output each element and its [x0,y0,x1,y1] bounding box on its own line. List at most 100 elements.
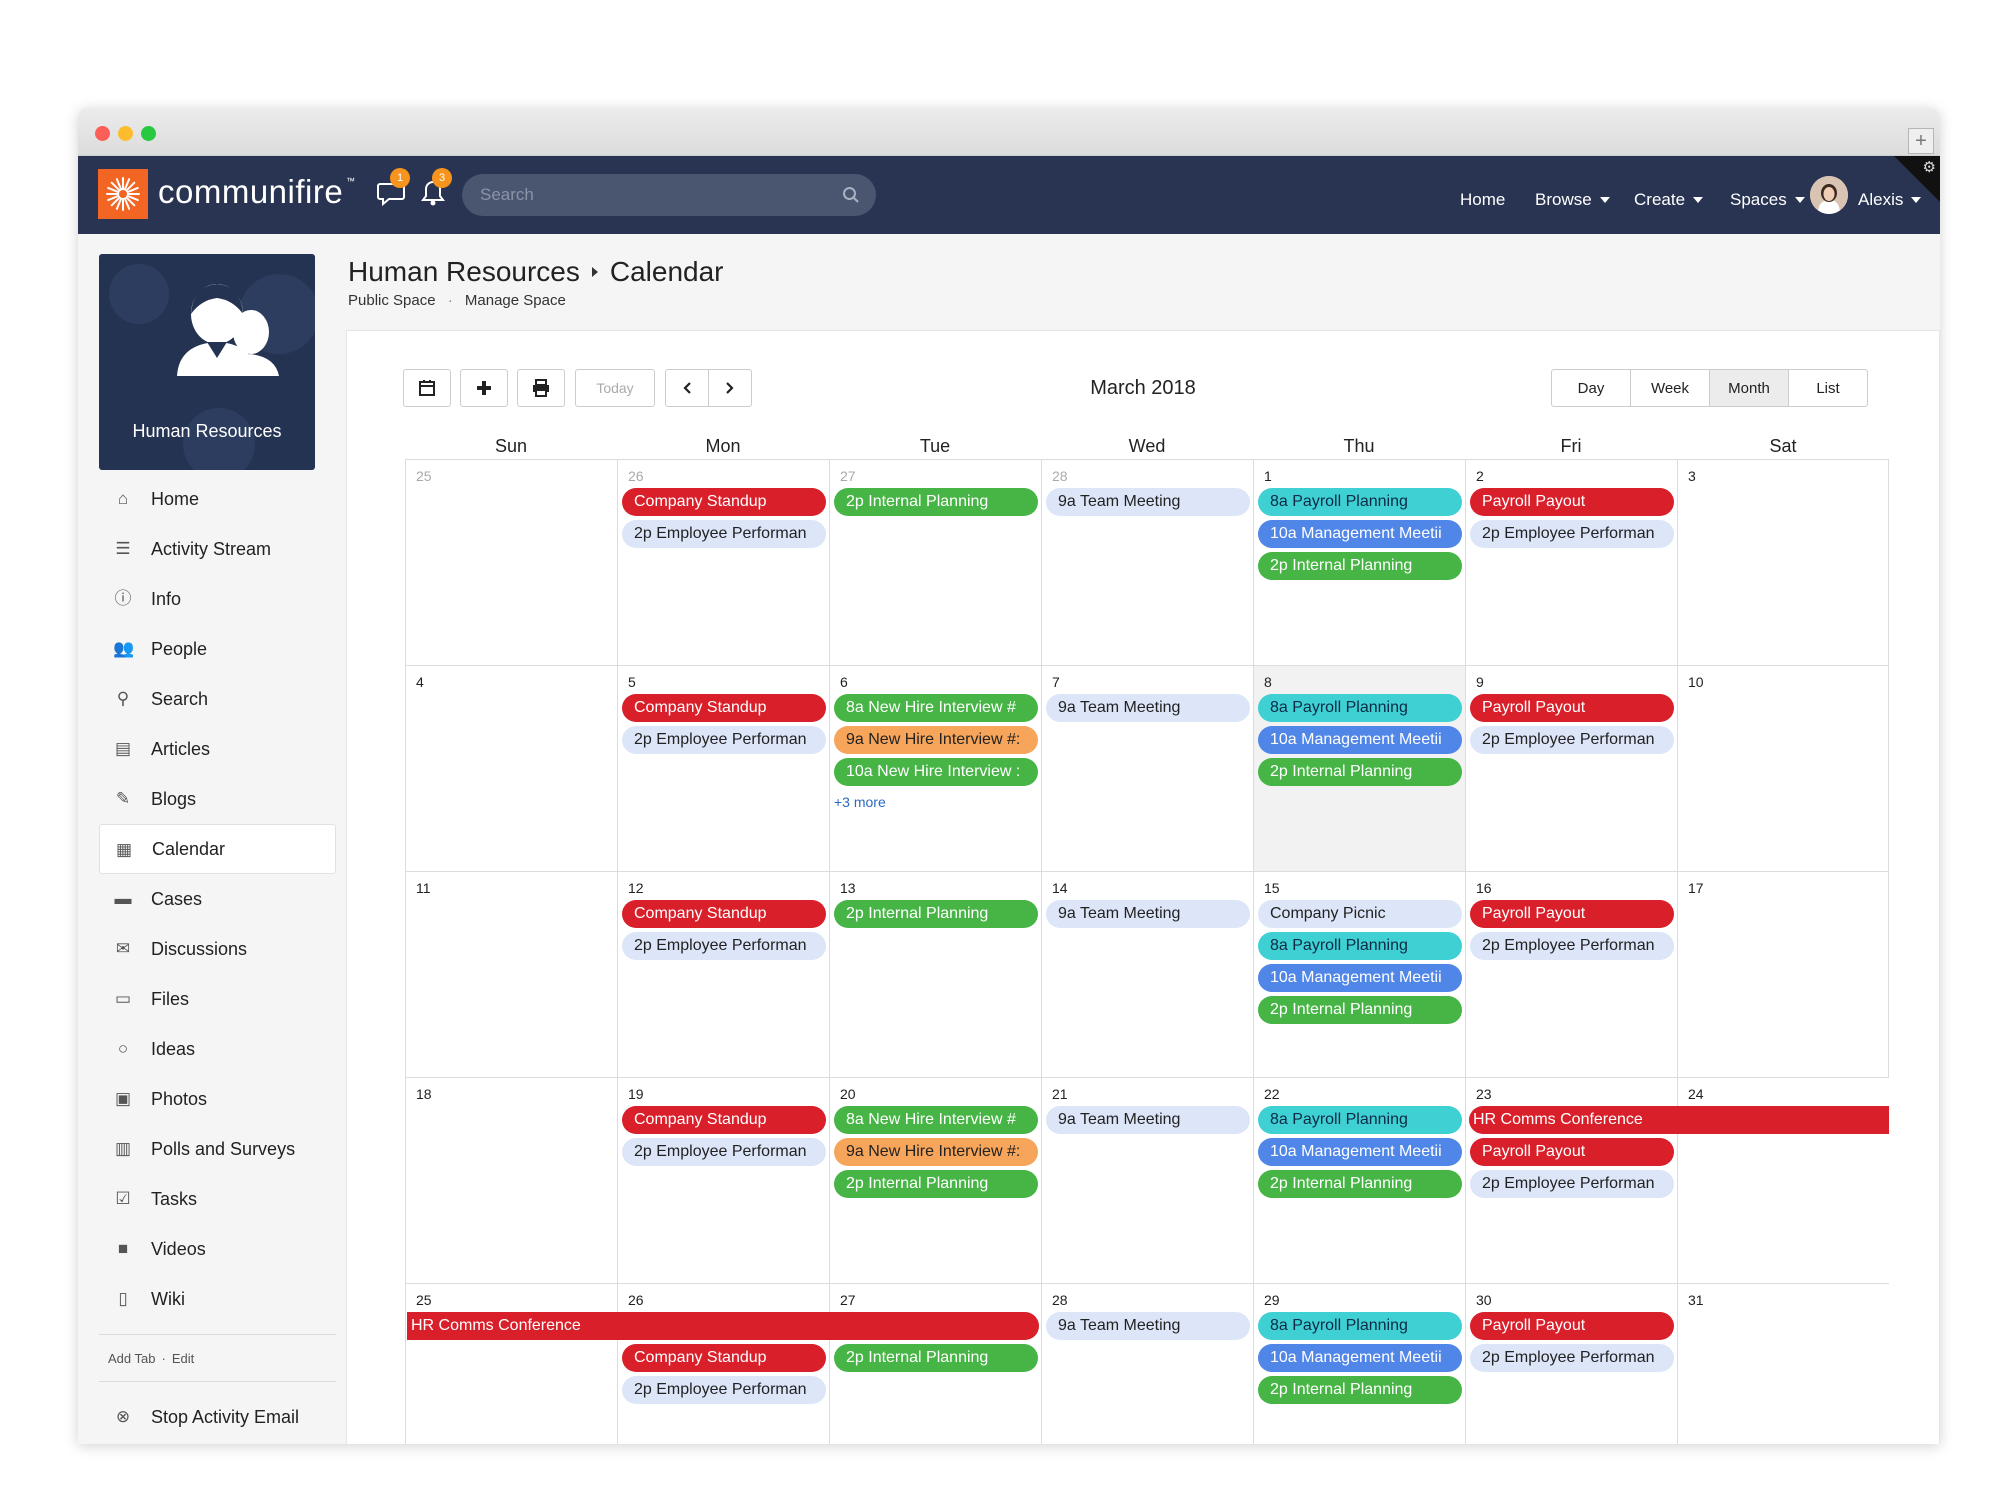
calendar-day-cell[interactable]: 2 Payroll Payout 2p Employee Performan [1465,460,1677,666]
calendar-day-cell[interactable]: 23 Payroll Payout 2p Employee Performan [1465,1078,1677,1284]
calendar-event[interactable]: 8a Payroll Planning [1258,1312,1462,1340]
multi-day-event[interactable]: HR Comms Conference [1469,1106,1889,1134]
calendar-event[interactable]: Company Picnic [1258,900,1462,928]
search-input[interactable] [480,183,820,207]
calendar-event[interactable]: 9a New Hire Interview #: [834,726,1038,754]
calendar-day-cell[interactable]: 24 [1677,1078,1889,1284]
calendar-day-cell[interactable]: 8 8a Payroll Planning 10a Management Meeti… [1253,666,1465,872]
calendar-day-cell[interactable]: 26 Company Standup 2p Employee Performan [617,1284,829,1444]
calendar-day-cell[interactable]: 18 [405,1078,617,1284]
calendar-event[interactable]: 2p Employee Performan [622,726,826,754]
sidebar-item-calendar[interactable]: ▦ Calendar [99,824,336,874]
sidebar-item-search[interactable]: ⚲ Search [99,674,336,724]
calendar-event[interactable]: 2p Employee Performan [1470,520,1674,548]
calendar-event[interactable]: 9a New Hire Interview #: [834,1138,1038,1166]
add-event-button[interactable] [460,369,508,407]
calendar-event[interactable]: 2p Employee Performan [1470,1170,1674,1198]
calendar-day-cell[interactable]: 14 9a Team Meeting [1041,872,1253,1078]
sidebar-item-articles[interactable]: ▤ Articles [99,724,336,774]
manage-space-link[interactable]: Manage Space [464,292,566,309]
calendar-day-cell[interactable]: 10 [1677,666,1889,872]
calendar-event[interactable]: 8a Payroll Planning [1258,694,1462,722]
calendar-event[interactable]: 10a Management Meetii [1258,520,1462,548]
calendar-event[interactable]: 2p Employee Performan [622,1138,826,1166]
calendar-day-cell[interactable]: 22 8a Payroll Planning 10a Management Meet… [1253,1078,1465,1284]
maximize-window-button[interactable] [141,126,156,141]
more-events-link[interactable]: +3 more [834,794,886,810]
calendar-day-cell[interactable]: 28 9a Team Meeting [1041,1284,1253,1444]
gear-icon[interactable]: ⚙ [1922,159,1936,176]
calendar-event[interactable]: 8a Payroll Planning [1258,488,1462,516]
calendar-day-cell[interactable]: 27 2p Internal Planning [829,1284,1041,1444]
calendar-day-cell[interactable]: 13 2p Internal Planning [829,872,1041,1078]
calendar-day-cell[interactable]: 19 Company Standup 2p Employee Performan [617,1078,829,1284]
calendar-day-cell[interactable]: 12 Company Standup 2p Employee Performan [617,872,829,1078]
view-month-button[interactable]: Month [1709,369,1789,407]
calendar-day-cell[interactable]: 27 2p Internal Planning [829,460,1041,666]
calendar-day-cell[interactable]: 30 Payroll Payout 2p Employee Performan [1465,1284,1677,1444]
breadcrumb-space[interactable]: Human Resources [348,256,580,287]
brand-logo-icon[interactable] [98,169,148,219]
calendar-event[interactable]: Payroll Payout [1470,694,1674,722]
search-icon[interactable] [842,186,860,204]
sidebar-item-blogs[interactable]: ✎ Blogs [99,774,336,824]
notifications-button[interactable]: 3 [418,168,452,214]
calendar-event[interactable]: 2p Employee Performan [1470,932,1674,960]
calendar-event[interactable]: 2p Employee Performan [1470,726,1674,754]
edit-tabs-link[interactable]: Edit [171,1350,195,1366]
calendar-event[interactable]: 10a Management Meetii [1258,726,1462,754]
calendar-event[interactable]: Company Standup [622,900,826,928]
next-month-button[interactable] [708,369,752,407]
calendar-day-cell[interactable]: 7 9a Team Meeting [1041,666,1253,872]
calendar-event[interactable]: Payroll Payout [1470,900,1674,928]
calendar-day-cell[interactable]: 6 8a New Hire Interview # 9a New Hire Inte… [829,666,1041,872]
calendar-day-cell[interactable]: 5 Company Standup 2p Employee Performan [617,666,829,872]
calendar-day-cell[interactable]: 25 [405,1284,617,1444]
calendar-day-cell[interactable]: 21 9a Team Meeting [1041,1078,1253,1284]
global-search[interactable] [462,174,876,216]
sidebar-item-videos[interactable]: ■ Videos [99,1224,336,1274]
brand-name[interactable]: communifire [158,173,344,210]
calendar-event[interactable]: 10a New Hire Interview : [834,758,1038,786]
sidebar-item-tasks[interactable]: ☑ Tasks [99,1174,336,1224]
calendar-day-cell[interactable]: 4 [405,666,617,872]
sidebar-item-photos[interactable]: ▣ Photos [99,1074,336,1124]
space-tile[interactable]: Human Resources [99,254,315,470]
calendar-event[interactable]: 2p Internal Planning [1258,1170,1462,1198]
sidebar-item-polls-and-surveys[interactable]: ▥ Polls and Surveys [99,1124,336,1174]
sidebar-item-ideas[interactable]: ○ Ideas [99,1024,336,1074]
calendar-event[interactable]: 2p Internal Planning [1258,758,1462,786]
close-window-button[interactable] [95,126,110,141]
calendar-event[interactable]: 2p Internal Planning [1258,552,1462,580]
calendar-event[interactable]: 9a Team Meeting [1046,1312,1250,1340]
nav-spaces-menu[interactable]: Spaces [1730,190,1805,210]
sidebar-item-info[interactable]: ⓘ Info [99,574,336,624]
calendar-event[interactable]: 10a Management Meetii [1258,1344,1462,1372]
calendar-event[interactable]: 2p Internal Planning [834,900,1038,928]
calendar-event[interactable]: 10a Management Meetii [1258,964,1462,992]
calendar-day-cell[interactable]: 15 Company Picnic 8a Payroll Planning 10a M… [1253,872,1465,1078]
sidebar-item-people[interactable]: 👥 People [99,624,336,674]
sidebar-item-discussions[interactable]: ✉ Discussions [99,924,336,974]
nav-home-link[interactable]: Home [1460,190,1505,210]
stop-activity-email-button[interactable]: ⊗ Stop Activity Email [99,1392,336,1442]
calendar-event[interactable]: 2p Employee Performan [622,932,826,960]
new-tab-icon[interactable]: + [1908,128,1934,154]
nav-create-menu[interactable]: Create [1634,190,1704,210]
calendar-event[interactable]: 10a Management Meetii [1258,1138,1462,1166]
calendar-event[interactable]: 8a New Hire Interview # [834,1106,1038,1134]
calendar-event[interactable]: 8a Payroll Planning [1258,1106,1462,1134]
today-button[interactable]: Today [575,369,655,407]
user-avatar[interactable] [1810,176,1848,214]
calendar-event[interactable]: 2p Internal Planning [834,1344,1038,1372]
calendar-day-cell[interactable]: 20 8a New Hire Interview # 9a New Hire Int… [829,1078,1041,1284]
calendar-day-cell[interactable]: 25 [405,460,617,666]
calendar-day-cell[interactable]: 3 [1677,460,1889,666]
calendar-event[interactable]: 9a Team Meeting [1046,1106,1250,1134]
calendar-day-cell[interactable]: 16 Payroll Payout 2p Employee Performan [1465,872,1677,1078]
calendar-event[interactable]: 8a New Hire Interview # [834,694,1038,722]
print-button[interactable] [517,369,565,407]
calendar-event[interactable]: Company Standup [622,1106,826,1134]
calendar-event[interactable]: Company Standup [622,1344,826,1372]
admin-corner[interactable] [1894,156,1940,202]
